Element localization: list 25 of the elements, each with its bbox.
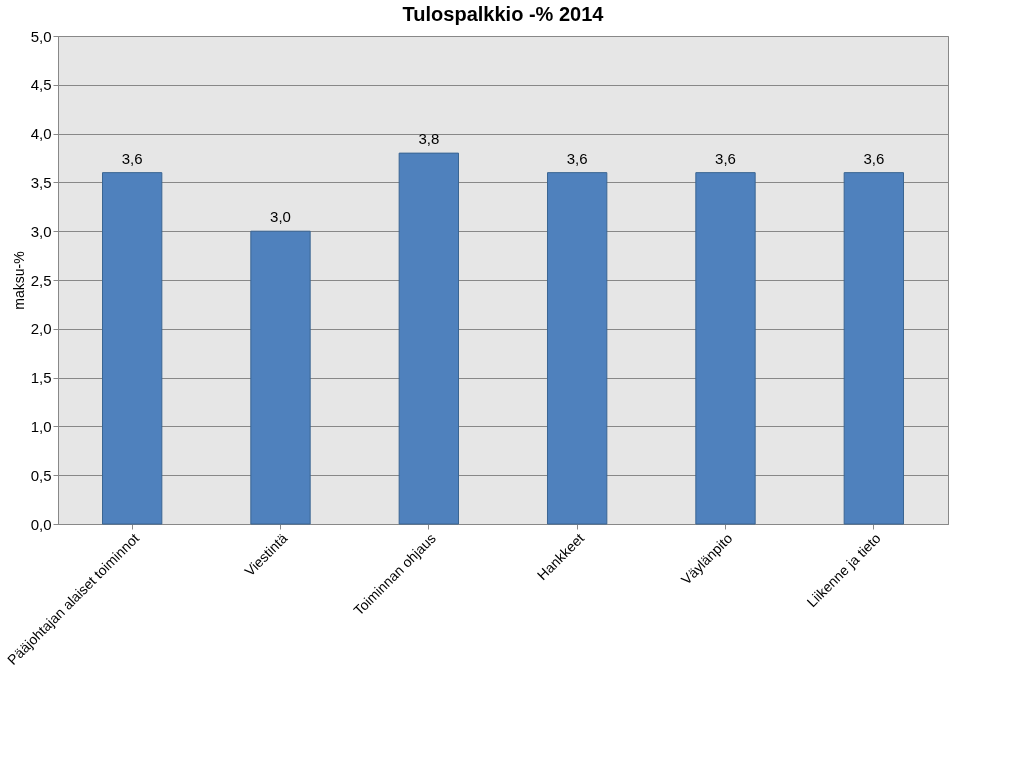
y-tick-label: 4,0 <box>30 125 52 143</box>
y-tick-label: 0,5 <box>30 466 52 484</box>
bar <box>102 172 163 525</box>
y-tick-label: 5,0 <box>30 27 52 45</box>
bar <box>398 152 459 525</box>
y-axis-title: maksu-% <box>10 251 27 310</box>
bar <box>547 172 608 525</box>
y-tick-label: 4,5 <box>30 76 52 94</box>
data-label: 3,0 <box>270 208 291 226</box>
data-label: 3,8 <box>418 130 440 148</box>
data-label: 3,6 <box>715 149 736 167</box>
chart-title: Tulospalkkio -% 2014 <box>402 3 605 25</box>
y-tick-label: 0,0 <box>30 515 52 533</box>
y-tick-label: 2,0 <box>30 320 52 338</box>
y-tick-label: 1,5 <box>30 369 52 387</box>
data-label: 3,6 <box>863 149 885 167</box>
bar <box>843 172 904 525</box>
data-label: 3,6 <box>566 149 588 167</box>
bar <box>250 230 311 525</box>
y-tick-label: 3,0 <box>30 222 52 240</box>
y-tick-label: 3,5 <box>30 173 52 191</box>
data-label: 3,6 <box>121 149 143 167</box>
y-tick-label: 2,5 <box>30 271 52 289</box>
bar <box>695 172 756 525</box>
y-tick-label: 1,0 <box>30 417 52 435</box>
